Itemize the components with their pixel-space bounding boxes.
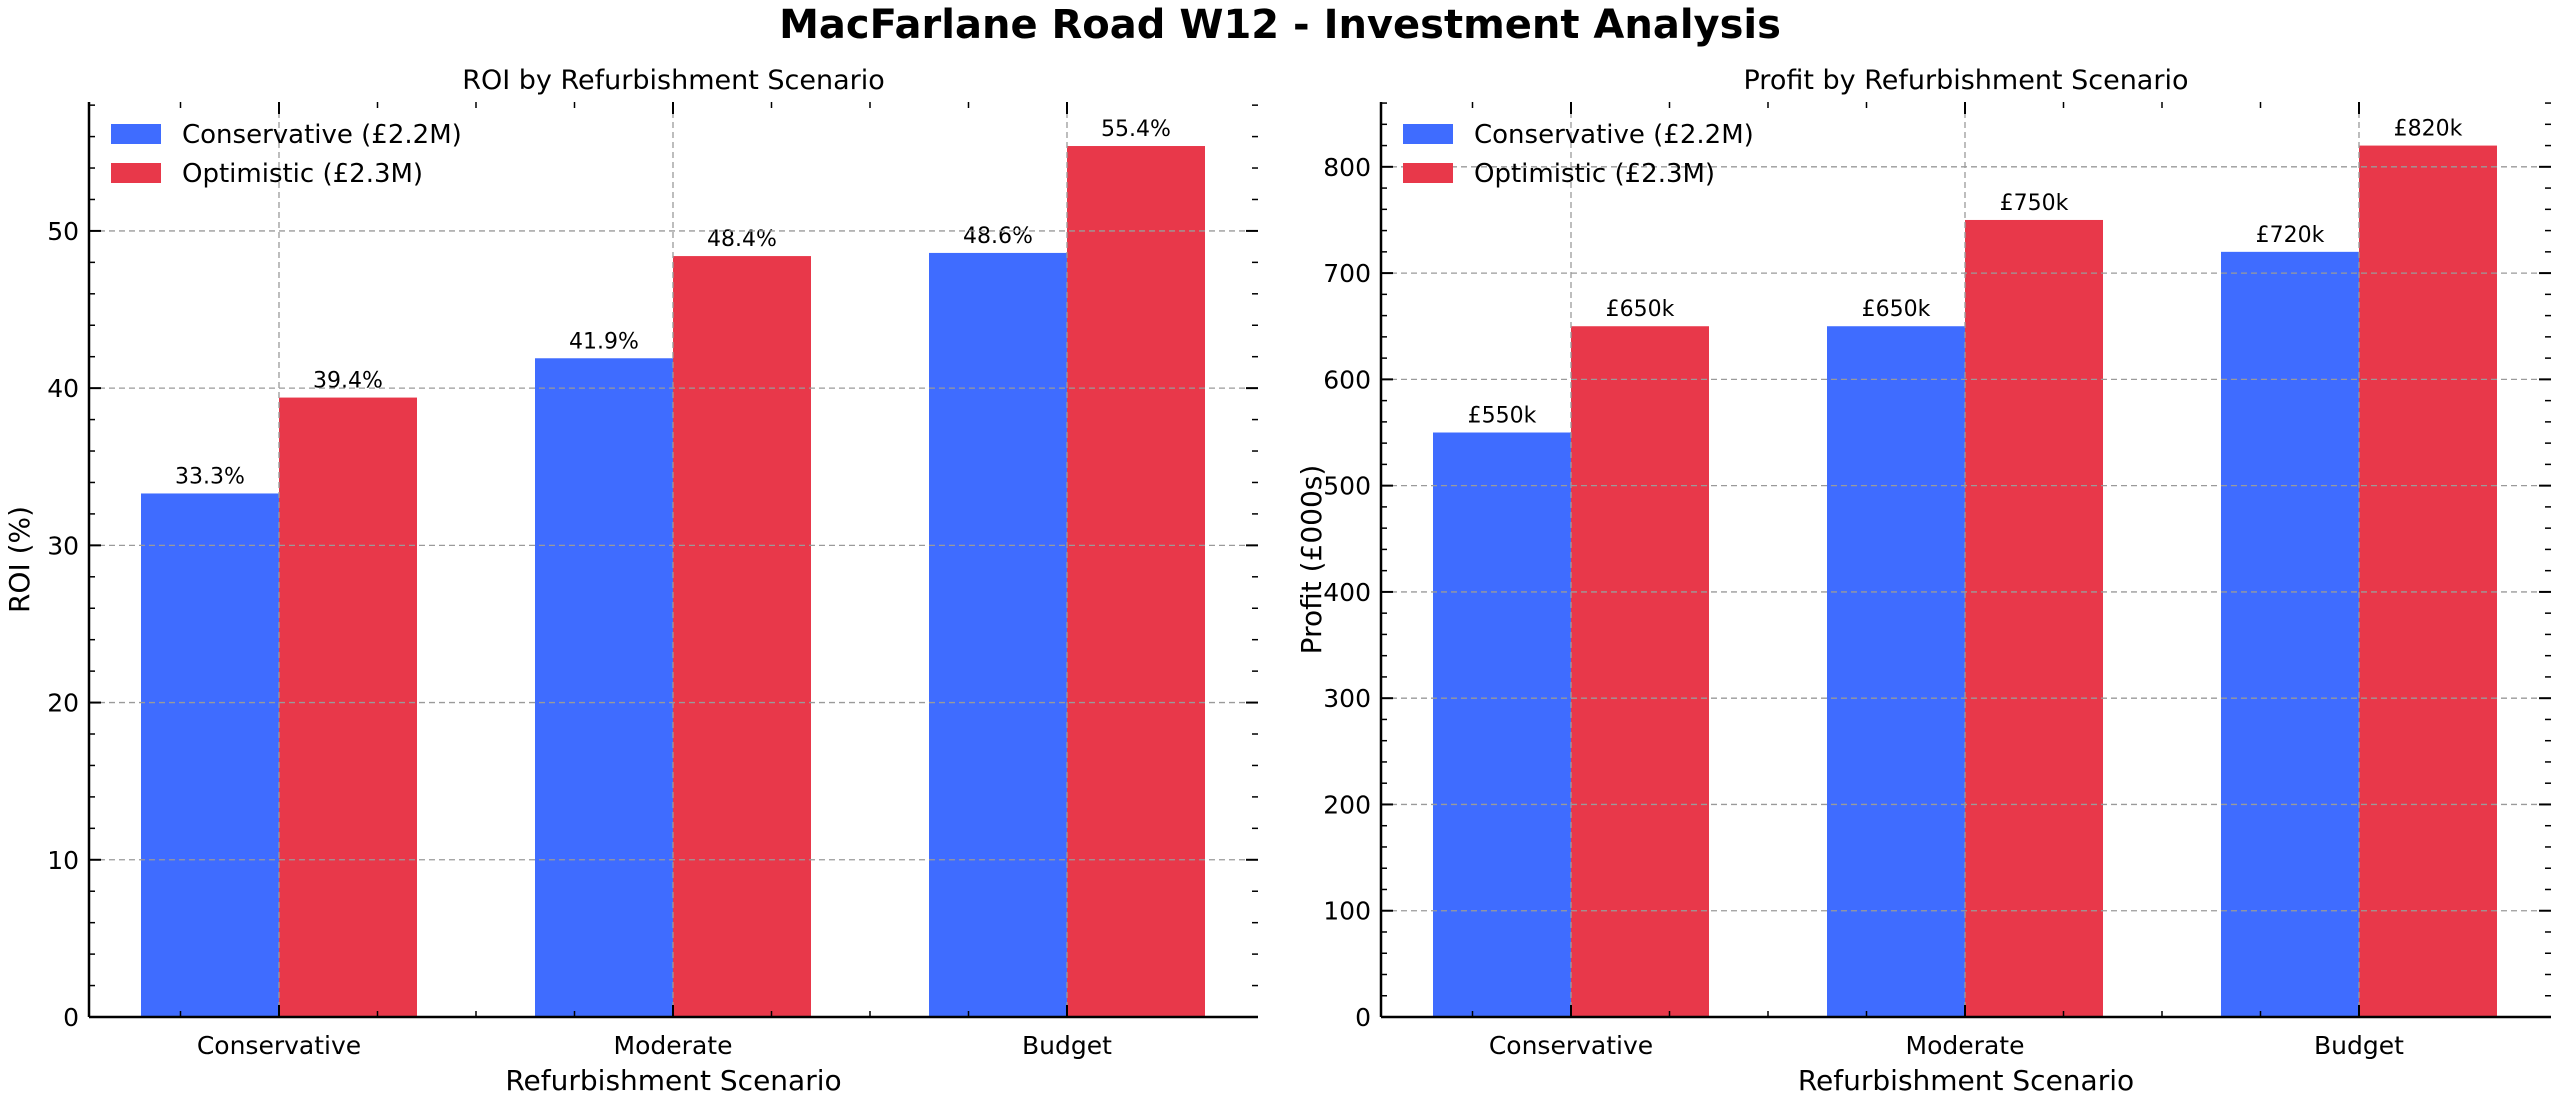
bar-optimistic-conservative	[1571, 326, 1709, 1017]
data-label: £750k	[2000, 191, 2069, 216]
y-tick-label: 500	[1323, 472, 1371, 501]
y-tick-label: 40	[47, 374, 79, 403]
data-label: £650k	[1862, 297, 1931, 322]
figure-title: MacFarlane Road W12 - Investment Analysi…	[779, 2, 1781, 48]
x-tick-label: Budget	[1022, 1031, 1112, 1060]
bar-conservative-budget	[2221, 251, 2359, 1017]
legend-swatch-optimistic	[1403, 163, 1453, 183]
data-label: £720k	[2256, 223, 2325, 248]
legend-swatch-conservative	[1403, 124, 1453, 144]
bar-conservative-moderate	[1827, 326, 1965, 1017]
chart-panel-2: Profit by Refurbishment Scenario £550k £65…	[1295, 65, 2551, 1097]
chart-title: Profit by Refurbishment Scenario	[1744, 65, 2189, 96]
x-tick-label: Conservative	[1489, 1031, 1653, 1060]
legend-label: Optimistic (£2.3M)	[1474, 159, 1715, 189]
data-label: 33.3%	[175, 464, 245, 489]
x-tick-label: Conservative	[197, 1031, 361, 1060]
data-label: 55.4%	[1101, 117, 1171, 142]
bar-optimistic-moderate	[1965, 219, 2103, 1017]
x-tick-label: Moderate	[614, 1031, 733, 1060]
bar-optimistic-budget	[2359, 145, 2497, 1018]
y-axis-label: ROI (%)	[3, 506, 36, 613]
bar-conservative-conservative	[141, 493, 279, 1017]
y-tick-label: 30	[47, 531, 79, 560]
y-tick-label: 20	[47, 689, 79, 718]
legend: Conservative (£2.2M) Optimistic (£2.3M)	[1403, 120, 1754, 189]
y-tick-label: 100	[1323, 897, 1371, 926]
x-tick-label: Moderate	[1906, 1031, 2025, 1060]
y-tick-label: 800	[1323, 153, 1371, 182]
y-axis-label: Profit (£000s)	[1295, 465, 1328, 655]
bar-optimistic-moderate	[673, 256, 811, 1018]
bar-conservative-moderate	[535, 358, 673, 1017]
legend: Conservative (£2.2M) Optimistic (£2.3M)	[111, 120, 462, 189]
y-tick-label: 0	[1355, 1003, 1371, 1032]
y-tick-label: 10	[47, 846, 79, 875]
bar-conservative-budget	[929, 252, 1067, 1017]
y-tick-label: 300	[1323, 684, 1371, 713]
bar-optimistic-budget	[1067, 146, 1205, 1017]
data-label: 39.4%	[313, 369, 383, 394]
data-label: £820k	[2394, 117, 2463, 142]
y-tick-label: 400	[1323, 578, 1371, 607]
legend-swatch-conservative	[111, 124, 161, 144]
x-axis-label: Refurbishment Scenario	[1798, 1064, 2134, 1097]
bar-conservative-conservative	[1433, 432, 1571, 1017]
y-tick-label: 0	[63, 1003, 79, 1032]
legend-label: Conservative (£2.2M)	[1474, 120, 1754, 150]
y-tick-label: 600	[1323, 365, 1371, 394]
legend-label: Optimistic (£2.3M)	[182, 159, 423, 189]
data-label: 41.9%	[569, 329, 639, 354]
legend-swatch-optimistic	[111, 163, 161, 183]
legend-label: Conservative (£2.2M)	[182, 120, 462, 150]
data-label: 48.6%	[963, 224, 1033, 249]
bar-optimistic-conservative	[279, 397, 417, 1017]
x-axis-label: Refurbishment Scenario	[505, 1064, 841, 1097]
y-tick-label: 200	[1323, 790, 1371, 819]
chart-title: ROI by Refurbishment Scenario	[462, 65, 885, 96]
y-tick-label: 700	[1323, 259, 1371, 288]
x-tick-label: Budget	[2314, 1031, 2404, 1060]
data-label: £650k	[1606, 297, 1675, 322]
y-tick-label: 50	[47, 217, 79, 246]
chart-panel-1: ROI by Refurbishment Scenario 33.3% 41.9% 4…	[3, 65, 1258, 1097]
data-label: £550k	[1468, 404, 1537, 429]
